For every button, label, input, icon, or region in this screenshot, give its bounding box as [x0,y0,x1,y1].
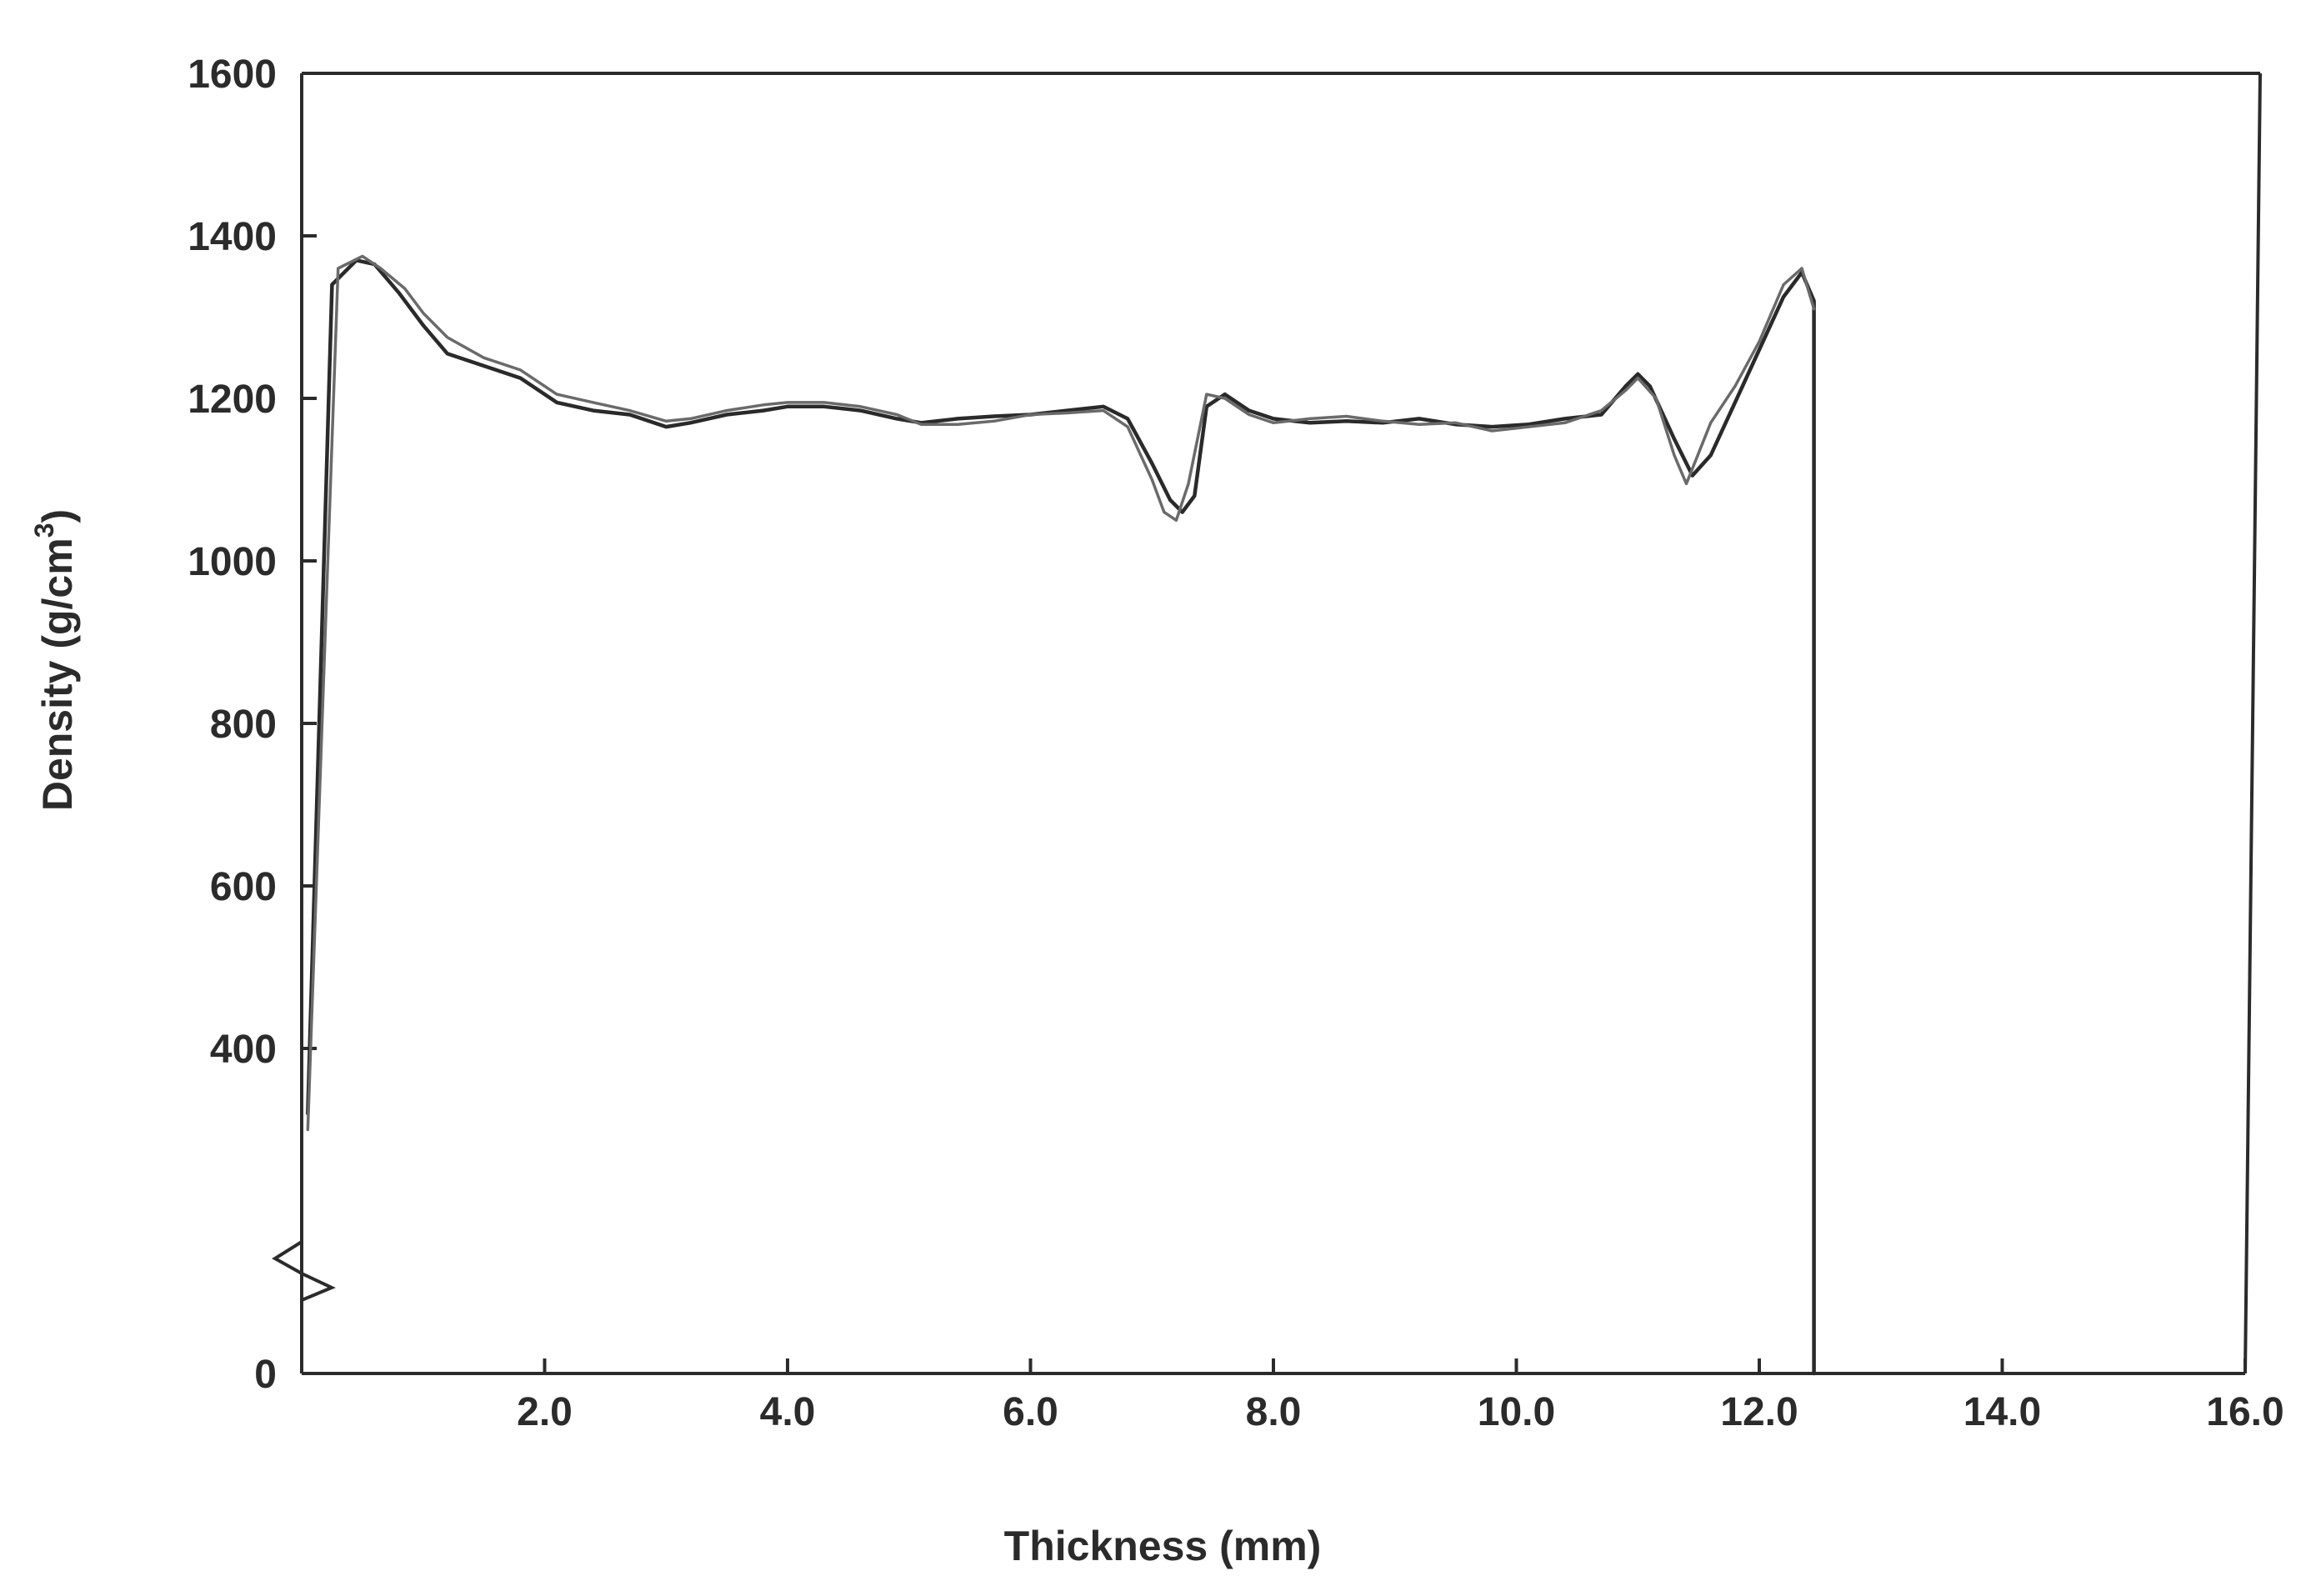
y-tick-label: 1200 [188,378,277,422]
series-layer [306,254,1816,1376]
y-tick-label: 800 [210,703,277,747]
x-tick-label: 4.0 [760,1390,816,1434]
x-axis-title: Thickness (mm) [1004,1523,1322,1569]
y-axis-break-icon [272,1240,336,1302]
x-tick-label: 14.0 [1963,1390,2041,1434]
y-axis-title-close: ) [34,509,81,523]
y-tick-label: 1000 [188,540,277,584]
y-tick-label: 1400 [188,215,277,259]
axes [272,72,2262,1375]
y-axis-title-superscript: 3 [29,523,59,538]
x-tick-label: 16.0 [2206,1390,2283,1434]
ticks: 2.0 4.0 6.0 8.0 10.0 12.0 14.0 16.0 0 400 600 800 10… [188,53,2283,1434]
y-tick-label: 400 [210,1028,277,1072]
x-tick-label: 12.0 [1720,1390,1798,1434]
series-line-2 [306,254,1816,1132]
x-tick-label: 2.0 [517,1390,573,1434]
y-axis-title-main: Density (g/cm [34,538,81,811]
plot-frame-right [2243,73,2262,1374]
axis-titles: Thickness (mm) Density (g/cm3) [29,509,1321,1569]
y-tick-label: 1600 [188,53,277,97]
x-tick-label: 10.0 [1478,1390,1555,1434]
y-tick-label: 0 [254,1353,277,1397]
x-tick-label: 8.0 [1246,1390,1302,1434]
series-line-1 [306,258,1816,1376]
x-tick-label: 6.0 [1003,1390,1058,1434]
y-axis-title: Density (g/cm3) [29,509,81,811]
y-tick-label: 600 [210,865,277,909]
